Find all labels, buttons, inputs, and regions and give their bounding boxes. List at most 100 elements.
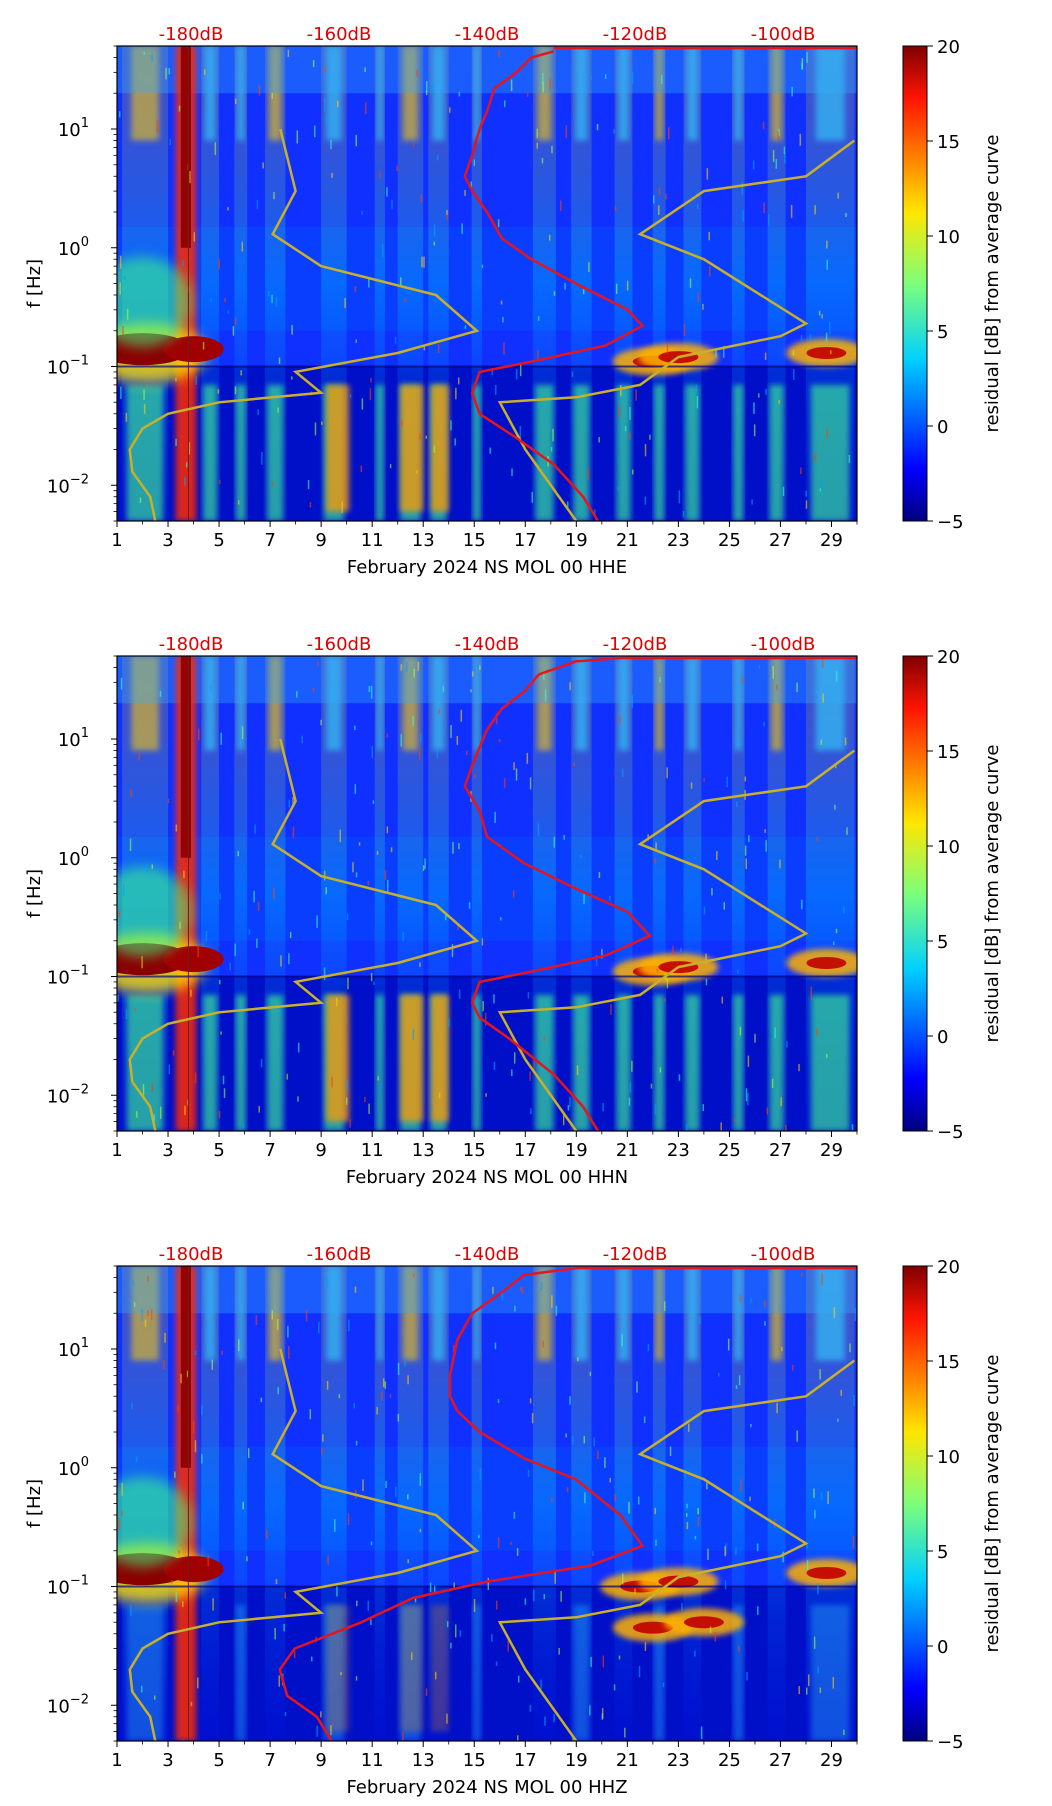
speckle xyxy=(446,209,448,215)
speckle xyxy=(832,1677,835,1689)
speckle xyxy=(246,1556,248,1562)
speckle xyxy=(120,386,122,399)
colorbar-tick-label: 5 xyxy=(937,932,948,953)
speckle xyxy=(833,1307,836,1319)
speckle xyxy=(530,1108,532,1115)
speckle xyxy=(438,709,440,714)
speckle xyxy=(422,865,425,871)
speckle xyxy=(765,840,767,852)
speckle xyxy=(551,1497,553,1502)
speckle xyxy=(494,811,496,824)
x-tick-label: 21 xyxy=(616,1750,639,1771)
speckle xyxy=(326,1380,329,1390)
hot-core xyxy=(180,656,191,858)
speckle xyxy=(598,872,601,879)
low-column xyxy=(235,384,246,521)
speckle xyxy=(487,1577,490,1591)
low-column xyxy=(535,994,554,1131)
speckle xyxy=(558,1647,560,1655)
y-tick-label: 100 xyxy=(58,1455,89,1480)
speckle xyxy=(778,400,780,404)
speckle xyxy=(258,1105,260,1113)
speckle xyxy=(792,350,795,356)
speckle xyxy=(346,913,349,920)
speckle xyxy=(727,1338,730,1351)
speckle xyxy=(697,204,699,210)
streak-tip xyxy=(269,1266,282,1361)
speckle xyxy=(834,763,837,769)
y-axis-label: f [Hz] xyxy=(24,869,45,918)
x-tick-label: 17 xyxy=(514,1750,537,1771)
speckle xyxy=(438,1092,441,1099)
streak-tip xyxy=(432,1266,445,1361)
speckle xyxy=(468,902,471,909)
low-column xyxy=(654,994,665,1131)
strong-column xyxy=(326,384,350,512)
low-column xyxy=(472,1604,481,1741)
low-column xyxy=(573,384,590,521)
speckle xyxy=(635,389,637,401)
speckle xyxy=(314,422,317,436)
speckle xyxy=(604,74,607,80)
streak-tip xyxy=(131,46,159,141)
speckle xyxy=(796,1430,798,1442)
speckle xyxy=(751,499,753,505)
speckle xyxy=(565,125,568,139)
speckle xyxy=(820,739,822,745)
speckle xyxy=(450,420,452,431)
speckle xyxy=(589,1705,591,1716)
speckle xyxy=(544,689,547,702)
speckle xyxy=(376,850,379,855)
strong-column xyxy=(430,1604,449,1732)
speckle xyxy=(781,1346,783,1352)
speckle xyxy=(237,500,240,505)
speckle xyxy=(529,1704,532,1712)
speckle xyxy=(188,442,190,455)
speckle xyxy=(816,836,818,841)
speckle xyxy=(542,1340,545,1348)
speckle xyxy=(497,219,500,228)
speckle xyxy=(510,1541,512,1545)
speckle xyxy=(353,1403,355,1409)
speckle xyxy=(806,1544,808,1550)
speckle xyxy=(596,123,599,131)
x-tick-label: 15 xyxy=(463,1750,486,1771)
speckle xyxy=(579,1043,582,1047)
low-column xyxy=(202,994,218,1131)
low-column xyxy=(733,994,744,1131)
speckle xyxy=(210,298,212,302)
low-column xyxy=(810,994,850,1131)
speckle xyxy=(459,1630,462,1637)
speckle xyxy=(425,435,428,439)
speckle xyxy=(798,1064,800,1072)
speckle xyxy=(122,326,124,337)
speckle xyxy=(402,931,404,942)
speckle xyxy=(370,973,373,982)
speckle xyxy=(720,1122,722,1131)
speckle xyxy=(527,992,530,999)
speckle xyxy=(412,1028,415,1041)
speckle xyxy=(390,847,393,853)
speckle xyxy=(364,1097,366,1103)
speckle xyxy=(654,1507,657,1515)
speckle xyxy=(572,1736,574,1741)
streak-tip xyxy=(326,46,342,141)
speckle xyxy=(419,733,422,742)
db-axis-label: -140dB xyxy=(455,1244,520,1265)
low-column xyxy=(126,1604,164,1741)
x-tick-label: 7 xyxy=(264,1750,275,1771)
speckle xyxy=(593,1437,596,1447)
colorbar-gradient xyxy=(902,1265,928,1742)
y-axis-label: f [Hz] xyxy=(24,259,45,308)
low-column xyxy=(267,994,284,1131)
speckle xyxy=(352,862,354,873)
speckle xyxy=(482,1001,484,1012)
speckle xyxy=(826,259,829,270)
speckle xyxy=(320,1711,322,1718)
streak-tip xyxy=(537,656,552,751)
speckle xyxy=(267,290,270,297)
speckle xyxy=(218,979,221,985)
speckle xyxy=(135,1111,138,1118)
speckle xyxy=(141,1685,143,1693)
speckle xyxy=(316,1725,318,1737)
